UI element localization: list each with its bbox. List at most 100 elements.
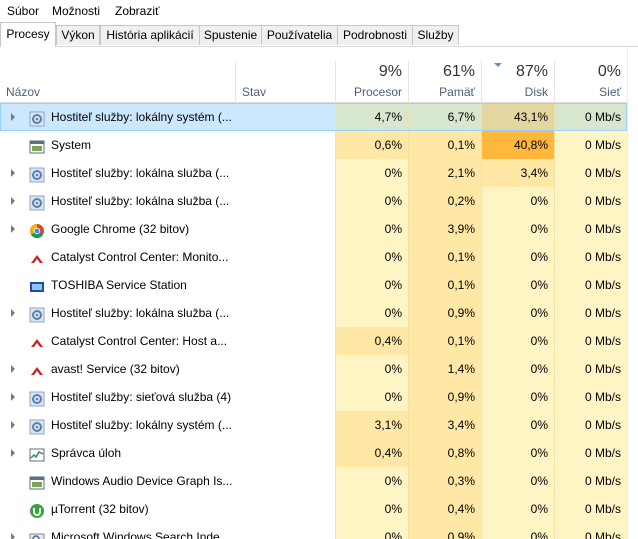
tab[interactable]: História aplikácií bbox=[100, 25, 200, 45]
expand-arrow[interactable] bbox=[11, 225, 15, 233]
disk-cell: 0% bbox=[481, 495, 554, 523]
expand-arrow[interactable] bbox=[11, 169, 15, 177]
cpu-cell: 0,4% bbox=[335, 327, 408, 355]
process-name: Windows Audio Device Graph Is... bbox=[51, 474, 233, 488]
process-row[interactable]: System 0,6% 0,1% 40,8% 0 Mb/s bbox=[0, 131, 627, 159]
column-heading[interactable]: 87% Disk bbox=[481, 61, 554, 102]
name-cell: Hostiteľ služby: lokálny systém (... bbox=[0, 411, 335, 439]
column-percent: 9% bbox=[378, 63, 402, 80]
cpu-cell: 0% bbox=[335, 383, 408, 411]
menu-item[interactable]: Súbor bbox=[7, 4, 40, 18]
tab[interactable]: Výkon bbox=[56, 25, 100, 45]
process-row[interactable]: Správca úloh 0,4% 0,8% 0% 0 Mb/s bbox=[0, 439, 627, 467]
menu-bar: Súbor Možnosti Zobraziť bbox=[0, 0, 638, 22]
column-heading[interactable]: Názov bbox=[0, 61, 235, 102]
process-row[interactable]: TOSHIBA Service Station 0% 0,1% 0% 0 Mb/s bbox=[0, 271, 627, 299]
disk-cell: 43,1% bbox=[481, 103, 554, 131]
tab-bar: Procesy Výkon História aplikácií Spustenie P… bbox=[0, 22, 638, 47]
memory-cell: 0,8% bbox=[408, 439, 481, 467]
tab[interactable]: Procesy bbox=[0, 22, 56, 47]
memory-cell: 0,1% bbox=[408, 243, 481, 271]
memory-cell: 0,2% bbox=[408, 187, 481, 215]
process-icon bbox=[29, 193, 45, 211]
process-row[interactable]: Hostiteľ služby: lokálna služba (... 0% 2,… bbox=[0, 159, 627, 187]
process-row[interactable]: Google Chrome (32 bitov) 0% 3,9% 0% 0 Mb/s bbox=[0, 215, 627, 243]
process-row[interactable]: µTorrent (32 bitov) 0% 0,4% 0% 0 Mb/s bbox=[0, 495, 627, 523]
column-heading[interactable]: 9% Procesor bbox=[335, 61, 408, 102]
expand-arrow[interactable] bbox=[11, 197, 15, 205]
cpu-cell: 0% bbox=[335, 495, 408, 523]
memory-cell: 0,9% bbox=[408, 523, 481, 539]
memory-cell: 0,4% bbox=[408, 495, 481, 523]
cpu-cell: 0% bbox=[335, 243, 408, 271]
network-cell: 0 Mb/s bbox=[554, 215, 627, 243]
process-row[interactable]: avast! Service (32 bitov) 0% 1,4% 0% 0 Mb/s bbox=[0, 355, 627, 383]
expand-arrow[interactable] bbox=[11, 393, 15, 401]
process-icon bbox=[29, 529, 45, 539]
process-icon bbox=[29, 305, 45, 323]
process-icon bbox=[29, 221, 45, 238]
process-row[interactable]: Windows Audio Device Graph Is... 0% 0,3% 0%… bbox=[0, 467, 627, 495]
column-label: Disk bbox=[524, 85, 548, 99]
cpu-cell: 0% bbox=[335, 159, 408, 187]
network-cell: 0 Mb/s bbox=[554, 187, 627, 215]
column-heading[interactable]: 61% Pamäť bbox=[408, 61, 481, 102]
column-heading[interactable]: Stav bbox=[235, 61, 335, 102]
memory-cell: 0,1% bbox=[408, 271, 481, 299]
name-cell: Hostiteľ služby: lokálny systém (... bbox=[0, 103, 335, 131]
process-name: Hostiteľ služby: lokálna služba (... bbox=[51, 166, 230, 180]
network-cell: 0 Mb/s bbox=[554, 271, 627, 299]
process-name: Hostiteľ služby: lokálny systém (... bbox=[51, 418, 232, 432]
process-row[interactable]: Catalyst Control Center: Monito... 0% 0,1%… bbox=[0, 243, 627, 271]
expand-arrow[interactable] bbox=[11, 421, 15, 429]
name-cell: Hostiteľ služby: lokálna služba (... bbox=[0, 299, 335, 327]
column-heading[interactable]: 0% Sieť bbox=[554, 61, 627, 102]
tab[interactable]: Spustenie bbox=[199, 25, 262, 45]
expand-arrow[interactable] bbox=[11, 533, 15, 539]
scrollbar[interactable] bbox=[627, 47, 638, 539]
tab[interactable]: Používatelia bbox=[261, 25, 338, 45]
name-cell: avast! Service (32 bitov) bbox=[0, 355, 335, 383]
process-row[interactable]: Catalyst Control Center: Host a... 0,4% 0,… bbox=[0, 327, 627, 355]
process-row[interactable]: Hostiteľ služby: lokálna služba (... 0% 0,… bbox=[0, 299, 627, 327]
disk-cell: 0% bbox=[481, 411, 554, 439]
disk-cell: 0% bbox=[481, 243, 554, 271]
process-row[interactable]: Hostiteľ služby: lokálna služba (... 0% 0,… bbox=[0, 187, 627, 215]
disk-cell: 0% bbox=[481, 271, 554, 299]
column-label: Stav bbox=[242, 85, 267, 99]
process-name: Hostiteľ služby: lokálna služba (... bbox=[51, 194, 230, 208]
process-name: Google Chrome (32 bitov) bbox=[51, 222, 190, 236]
disk-cell: 0% bbox=[481, 439, 554, 467]
process-row[interactable]: Microsoft Windows Search Inde... 0% 0,9% 0%… bbox=[0, 523, 627, 539]
name-cell: Windows Audio Device Graph Is... bbox=[0, 467, 335, 495]
tab[interactable]: Služby bbox=[412, 25, 459, 45]
name-cell: Hostiteľ služby: lokálna služba (... bbox=[0, 187, 335, 215]
process-row[interactable]: Hostiteľ služby: lokálny systém (... 4,7%… bbox=[0, 103, 627, 131]
process-name: Microsoft Windows Search Inde... bbox=[51, 530, 230, 539]
network-cell: 0 Mb/s bbox=[554, 131, 627, 159]
process-icon bbox=[29, 417, 45, 435]
process-icon bbox=[29, 249, 45, 265]
sort-indicator bbox=[494, 63, 502, 67]
memory-cell: 3,9% bbox=[408, 215, 481, 243]
expand-arrow[interactable] bbox=[11, 113, 15, 121]
menu-item[interactable]: Možnosti bbox=[52, 4, 101, 18]
process-name: Catalyst Control Center: Host a... bbox=[51, 334, 228, 348]
menu-item[interactable]: Zobraziť bbox=[115, 4, 160, 18]
expand-arrow[interactable] bbox=[11, 309, 15, 317]
process-icon bbox=[29, 445, 45, 462]
process-row[interactable]: Hostiteľ služby: sieťová služba (4) 0% 0,9… bbox=[0, 383, 627, 411]
name-cell: System bbox=[0, 131, 335, 159]
memory-cell: 3,4% bbox=[408, 411, 481, 439]
process-name: TOSHIBA Service Station bbox=[51, 278, 187, 292]
name-cell: Správca úloh bbox=[0, 439, 335, 467]
expand-arrow[interactable] bbox=[11, 449, 15, 457]
expand-arrow[interactable] bbox=[11, 365, 15, 373]
network-cell: 0 Mb/s bbox=[554, 327, 627, 355]
process-row[interactable]: Hostiteľ služby: lokálny systém (... 3,1%… bbox=[0, 411, 627, 439]
disk-cell: 0% bbox=[481, 467, 554, 495]
disk-cell: 0% bbox=[481, 187, 554, 215]
tab[interactable]: Podrobnosti bbox=[337, 25, 413, 45]
disk-cell: 0% bbox=[481, 355, 554, 383]
